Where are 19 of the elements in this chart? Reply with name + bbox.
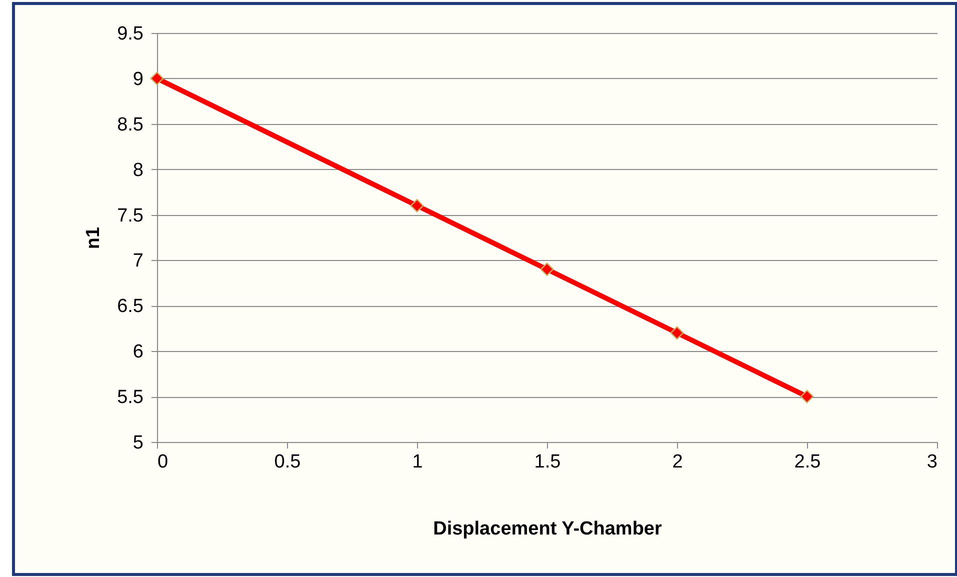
x-tick-label: 1.5	[534, 452, 561, 472]
y-tick-label: 9	[132, 68, 144, 90]
x-axis-title: Displacement Y-Chamber	[433, 518, 662, 540]
y-tick-label: 8.5	[117, 114, 144, 136]
x-tick-label: 3	[926, 452, 938, 472]
y-tick-label: 9.5	[117, 24, 144, 44]
y-axis-title: n1	[83, 226, 104, 250]
y-tick-label: 5	[132, 432, 144, 454]
x-tick-label: 2	[672, 452, 683, 472]
y-tick-label: 7.5	[117, 205, 144, 226]
y-tick-label: 6.5	[117, 296, 144, 318]
y-tick-label: 8	[132, 160, 144, 181]
y-tick-label: 5.5	[117, 387, 144, 408]
x-tick-label: 1	[412, 452, 423, 472]
y-tick-label: 6	[132, 342, 144, 363]
x-tick-label: 0.5	[274, 452, 301, 472]
x-tick-label: 0	[158, 452, 168, 472]
x-tick-label: 2.5	[794, 452, 821, 472]
y-tick-label: 7	[132, 250, 144, 272]
